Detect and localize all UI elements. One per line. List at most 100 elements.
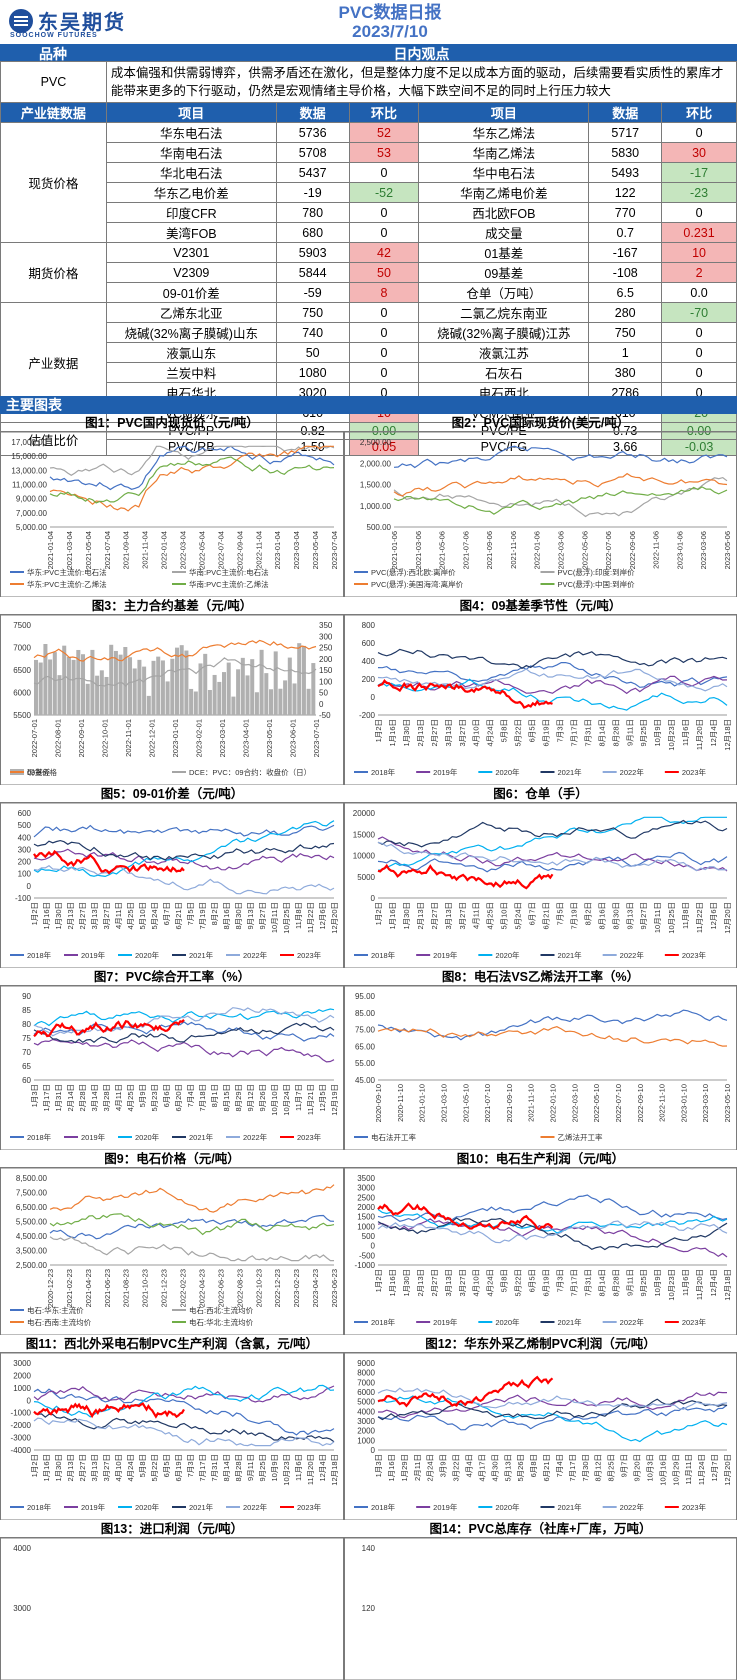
legend-label: 2018年 — [371, 1502, 396, 1512]
y-tick-label: 4000 — [357, 1407, 375, 1416]
col-daily-view: 日内观点 — [393, 46, 450, 62]
y-tick-label: 1,000.00 — [360, 502, 392, 511]
y-tick-label: 140 — [362, 1544, 376, 1553]
x-tick-label: 2022-12-23 — [273, 1269, 282, 1307]
item-change: 0 — [661, 322, 737, 343]
x-tick-label: 2022-08-23 — [235, 1269, 244, 1307]
series-line — [33, 839, 335, 861]
item-change: 50 — [348, 262, 420, 283]
x-tick-label: 2023-02-23 — [292, 1269, 301, 1307]
item-value: 3.66 — [588, 438, 663, 457]
x-tick-label: 2021-02-23 — [65, 1269, 74, 1307]
x-tick-label: 4月10日 — [472, 1269, 481, 1297]
series-line — [33, 824, 335, 838]
basis-bar — [52, 652, 57, 715]
chart-frame — [0, 1353, 344, 1520]
x-tick-label: 3月27日 — [102, 902, 111, 930]
legend-label: 2022年 — [620, 1317, 645, 1327]
y-tick-label: 15,000.00 — [11, 452, 47, 461]
x-tick-label: 2021-07-04 — [103, 531, 112, 569]
x-tick-label: 1月16日 — [388, 719, 397, 747]
x-tick-label: 2023-05-04 — [311, 531, 320, 569]
x-tick-label: 4月17日 — [477, 1454, 486, 1482]
x-tick-label: 6月7日 — [162, 902, 171, 925]
item-change: 0.231 — [661, 222, 737, 243]
x-tick-label: 10月9日 — [653, 1269, 662, 1297]
chart-caption: 图6：仓单（手） — [344, 785, 737, 803]
x-tick-label: 2022-09-10 — [636, 1084, 645, 1122]
basis-bar — [203, 653, 208, 715]
y2-tick-label: 100 — [319, 677, 333, 686]
basis-bar — [62, 645, 67, 715]
chart-1: 17,000.00 15,000.00 13,000.00 11,000.00 9,00… — [0, 432, 344, 597]
x-tick-label: 10月10日 — [270, 1084, 279, 1116]
x-tick-label: 2月27日 — [430, 902, 439, 930]
chart-caption: 图4：09基差季节性（元/吨） — [344, 597, 737, 615]
series-line — [49, 445, 334, 512]
x-tick-label: 11月7日 — [294, 1084, 303, 1111]
y-tick-label: 6000 — [13, 689, 31, 698]
x-tick-label: 7月17日 — [569, 719, 578, 747]
basis-bar — [207, 689, 212, 715]
x-tick-label: 2023-03-04 — [292, 531, 301, 569]
basis-bar — [184, 650, 189, 715]
item-value: -167 — [588, 242, 663, 263]
y-tick-label: 2000 — [13, 1371, 31, 1380]
view-header-bar: 品种 日内观点 — [0, 44, 737, 62]
x-tick-label: 5月23日 — [150, 1084, 159, 1112]
x-tick-label: 3月27日 — [102, 1454, 111, 1482]
x-tick-label: 3月13日 — [90, 1454, 99, 1482]
x-tick-label: 2022-05-06 — [580, 531, 589, 569]
y-tick-label: 9,000.00 — [16, 495, 48, 504]
item-label: 液氯山东 — [105, 342, 277, 363]
x-tick-label: 2月27日 — [430, 1269, 439, 1297]
x-tick-label: 2022-04-23 — [197, 1269, 206, 1307]
chart-caption: 图3：主力合约基差（元/吨） — [0, 597, 344, 615]
item-change: 0 — [348, 362, 420, 383]
item-value: 50 — [275, 342, 350, 363]
series-line — [33, 657, 317, 687]
y2-tick-label: 300 — [319, 632, 333, 641]
x-tick-label: 10月9日 — [653, 719, 662, 747]
x-tick-label: 2020-09-10 — [374, 1084, 383, 1122]
series-line — [33, 1388, 335, 1436]
x-tick-label: 2023-01-06 — [675, 531, 684, 569]
y-tick-label: 5,000.00 — [16, 523, 48, 532]
basis-bar — [217, 681, 222, 715]
x-tick-label: 1月2日 — [374, 1269, 383, 1292]
x-tick-label: 2022-09-06 — [628, 531, 637, 569]
x-tick-label: 2021-09-04 — [122, 531, 131, 569]
report-date: 2023/7/10 — [352, 22, 428, 41]
legend-label: PVC(悬浮):中国:到岸价 — [558, 579, 636, 589]
x-tick-label: 7月3日 — [186, 1454, 195, 1477]
series-line — [33, 1022, 335, 1044]
y-tick-label: 1000 — [13, 1384, 31, 1393]
item-change: 0.0 — [661, 282, 737, 303]
x-tick-label: 6月21日 — [174, 902, 183, 930]
x-tick-label: 2021-10-23 — [141, 1269, 150, 1307]
legend-label: 华东:PVC主流价:电石法 — [27, 567, 107, 577]
x-tick-label: 6月19日 — [542, 719, 551, 747]
item-label: 仓单（万吨） — [418, 282, 590, 303]
legend-label: 电石:华北:主流均价 — [189, 1317, 254, 1327]
x-tick-label: 11月6日 — [294, 1454, 303, 1481]
x-tick-label: 2022-10-01 — [101, 719, 110, 757]
x-tick-label: 2021-07-06 — [461, 531, 470, 569]
y-tick-label: 45.00 — [355, 1076, 376, 1085]
y-tick-label: 3500 — [357, 1174, 375, 1183]
y-tick-label: 75.00 — [355, 1026, 376, 1035]
x-tick-label: 4月24日 — [486, 719, 495, 747]
y-tick-label: 65 — [22, 1062, 31, 1071]
series-line — [49, 1184, 335, 1213]
x-tick-label: 7月4日 — [186, 1084, 195, 1107]
basis-bar — [66, 656, 71, 715]
x-tick-label: 2023-01-01 — [171, 719, 180, 757]
chart-caption: 图7：PVC综合开工率（%） — [0, 968, 344, 986]
legend-label: 电石:西南:主流均价 — [27, 1317, 92, 1327]
x-tick-label: 4月10日 — [114, 1454, 123, 1482]
basis-bar — [222, 672, 227, 715]
legend-label: 华南:PVC主流价:电石法 — [189, 567, 269, 577]
x-tick-label: 2022-11-01 — [124, 719, 133, 757]
y-tick-label: 8,500.00 — [16, 1174, 48, 1183]
